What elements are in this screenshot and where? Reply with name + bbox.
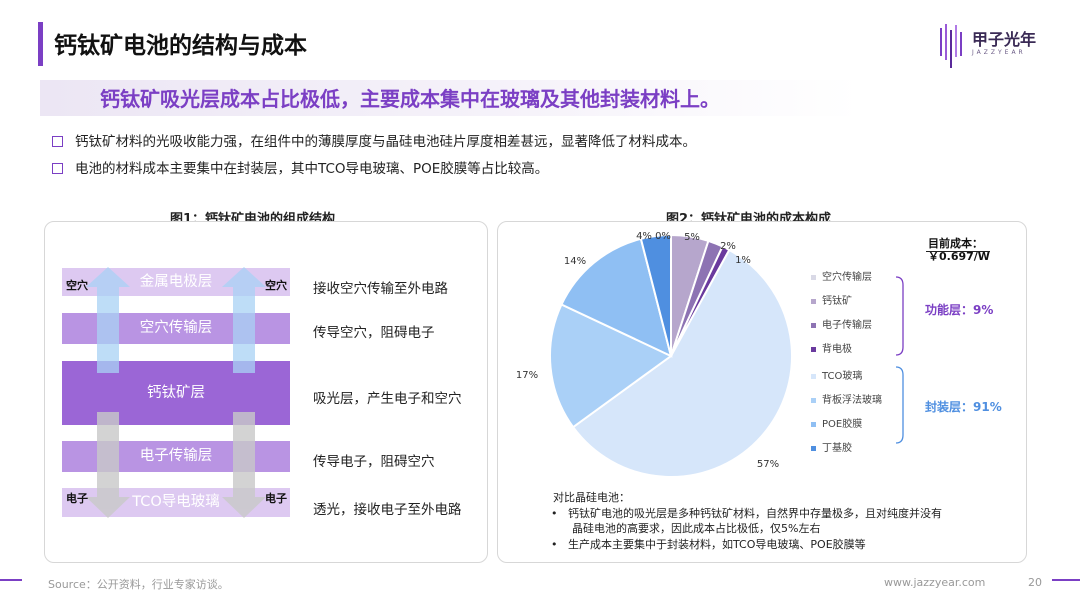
pie-data-label: 4% xyxy=(636,231,652,242)
bullet-item: 电池的材料成本主要集中在封装层，其中TCO导电玻璃、POE胶膜等占比较高。 xyxy=(52,157,548,177)
legend-label: 空穴传输层 xyxy=(822,272,872,283)
legend-item: 背电极 xyxy=(811,340,852,355)
legend-label: 背板浮法玻璃 xyxy=(822,395,882,406)
legend-item: 电子传输层 xyxy=(811,316,872,331)
carrier-arrows xyxy=(86,267,266,518)
functional-layer-label: 功能层：9% xyxy=(925,303,994,317)
pie-data-label: 5% xyxy=(684,232,700,243)
logo-text: 甲子光年 xyxy=(972,30,1037,49)
footer-accent-right xyxy=(1052,579,1080,581)
note-title: 对比晶硅电池： xyxy=(553,491,630,504)
electron-label-left: 电子 xyxy=(66,492,88,505)
legend-item: 空穴传输层 xyxy=(811,268,872,283)
pie-data-label: 0% xyxy=(655,231,671,242)
hole-arrow-up-icon xyxy=(86,267,130,373)
legend-swatch xyxy=(811,298,816,304)
note-item: • 钙钛矿电池的吸光层是多种钙钛矿材料，自然界中存量极多，且对纯度并没有 xyxy=(551,507,942,520)
layer-desc-hole-transport: 传导空穴，阻碍电子 xyxy=(313,325,435,341)
layer-desc-metal-electrode: 接收空穴传输至外电路 xyxy=(313,281,448,297)
title-accent-bar xyxy=(38,22,43,66)
page-title: 钙钛矿电池的结构与成本 xyxy=(54,33,307,59)
legend-brackets xyxy=(895,276,904,444)
legend-item: TCO玻璃 xyxy=(811,367,862,382)
legend-swatch xyxy=(811,397,816,403)
website-url: www.jazzyear.com xyxy=(884,576,986,589)
legend-label: POE胶膜 xyxy=(822,419,863,430)
hole-arrow-up-icon xyxy=(222,267,266,373)
legend-item: 背板浮法玻璃 xyxy=(811,391,882,406)
source-note: Source：公开资料，行业专家访谈。 xyxy=(48,578,229,591)
pie-data-label: 14% xyxy=(564,256,586,267)
legend-item: POE胶膜 xyxy=(811,415,862,430)
legend-swatch xyxy=(811,322,816,328)
pie-data-label: 1% xyxy=(735,255,751,266)
pie-data-label: 17% xyxy=(516,370,538,381)
legend-label: 电子传输层 xyxy=(822,320,872,331)
pie-data-label: 57% xyxy=(757,459,779,470)
current-cost: 目前成本： ￥0.697/W xyxy=(928,237,990,263)
pie-slice-6 xyxy=(549,303,673,429)
footer-accent-left xyxy=(0,579,22,581)
hole-label-left: 空穴 xyxy=(66,279,88,292)
layer-desc-tco-glass: 透光，接收电子至外电路 xyxy=(313,502,462,518)
legend-label: 钙钛矿 xyxy=(822,296,852,307)
subtitle: 钙钛矿吸光层成本占比极低，主要成本集中在玻璃及其他封装材料上。 xyxy=(100,87,720,111)
layer-desc-electron-transport: 传导电子，阻碍空穴 xyxy=(313,454,435,470)
note-item-continued: 晶硅电池的高要求，因此成本占比极低，仅5%左右 xyxy=(572,522,821,535)
legend-swatch xyxy=(811,346,816,352)
legend-swatch xyxy=(811,274,816,280)
hole-label-right: 空穴 xyxy=(265,279,287,292)
brand-logo: 甲子光年 JAZZYEAR xyxy=(938,22,1048,72)
legend-label: 丁基胶 xyxy=(822,443,852,454)
current-cost-value: ￥0.697/W xyxy=(928,250,990,263)
legend-label: TCO玻璃 xyxy=(822,371,863,382)
layer-desc-perovskite: 吸光层，产生电子和空穴 xyxy=(313,391,462,407)
pie-slice-7 xyxy=(560,237,673,358)
page-number: 20 xyxy=(1028,576,1042,589)
logo-mark-icon xyxy=(940,24,962,68)
legend-label: 背电极 xyxy=(822,344,852,355)
electron-arrow-down-icon xyxy=(222,412,266,518)
legend-item: 钙钛矿 xyxy=(811,292,852,307)
pie-slice-5 xyxy=(571,248,793,478)
electron-arrow-down-icon xyxy=(86,412,130,518)
pie-data-label: 2% xyxy=(720,241,736,252)
legend-swatch xyxy=(811,445,816,451)
electron-label-right: 电子 xyxy=(265,492,287,505)
bullet-square-icon xyxy=(52,135,63,147)
legend-item: 丁基胶 xyxy=(811,439,852,454)
bullet-item: 钙钛矿材料的光吸收能力强，在组件中的薄膜厚度与晶硅电池硅片厚度相差甚远，显著降低… xyxy=(52,130,696,150)
encapsulation-layer-label: 封装层：91% xyxy=(925,400,1002,414)
current-cost-label: 目前成本： xyxy=(928,237,983,250)
legend-swatch xyxy=(811,373,816,379)
cost-pie-chart: 0% 5% 2% 1% 57% 17% 14% 4% xyxy=(516,231,793,478)
note-item: • 生产成本主要集中于封装材料，如TCO导电玻璃、POE胶膜等 xyxy=(551,538,866,551)
bullet-square-icon xyxy=(52,162,63,174)
subtitle-banner xyxy=(40,80,860,116)
logo-subtext: JAZZYEAR xyxy=(972,49,1026,56)
pie-slice-8 xyxy=(639,233,672,357)
current-cost-underline xyxy=(926,251,990,252)
legend-swatch xyxy=(811,421,816,427)
